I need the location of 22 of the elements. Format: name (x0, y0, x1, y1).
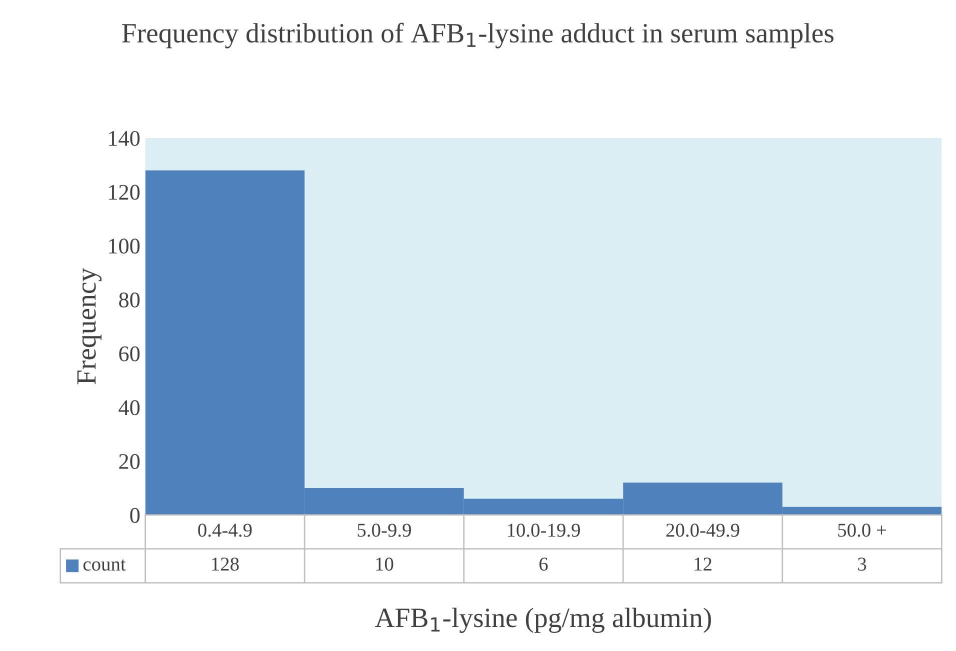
y-tick-label: 60 (119, 346, 140, 362)
data-label: 12 (694, 558, 712, 570)
y-tick-label: 80 (119, 292, 140, 308)
y-tick-label: 40 (118, 400, 140, 416)
x-tick-label: 10.0-19.9 (508, 524, 580, 537)
data-label: 3 (858, 558, 866, 571)
y-tick-label: 120 (109, 184, 140, 200)
x-tick-label: 0.4-4.9 (198, 524, 252, 537)
x-tick-label: 50.0 + (838, 524, 886, 537)
x-tick-label: 20.0-49.9 (666, 524, 740, 537)
data-label: 6 (539, 558, 548, 571)
y-tick-label: 100 (109, 238, 140, 254)
chart-title: Frequency distribution of AFB$_{1}$-lysine adduct in serum samples (122, 22, 834, 48)
y-axis-title: Frequency (77, 268, 102, 384)
x-axis-title: AFB$_{1}$-lysine (pg/mg albumin) (375, 608, 711, 633)
y-tick-label: 20 (119, 454, 140, 470)
data-label: 128 (212, 558, 239, 571)
legend-label: count (83, 560, 126, 571)
y-tick-label: 140 (109, 130, 140, 146)
x-tick-label: 5.0-9.9 (358, 524, 411, 537)
y-tick-label: 0 (130, 508, 140, 523)
data-label: 10 (376, 558, 394, 571)
